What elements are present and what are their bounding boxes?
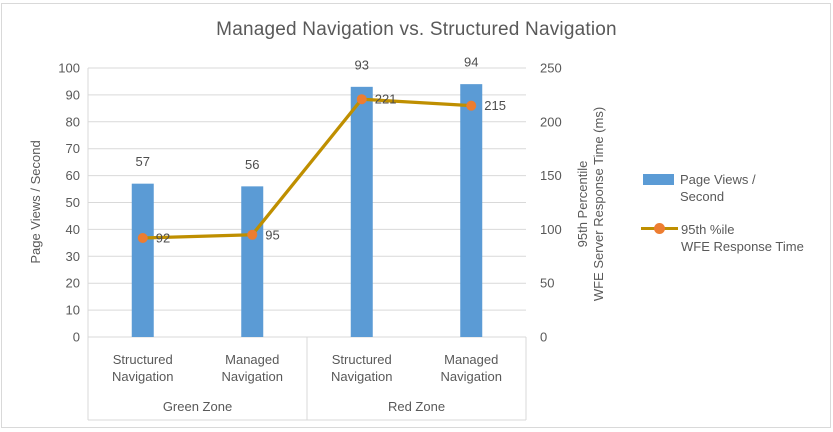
right-axis-tick-label: 250: [540, 61, 562, 76]
legend: Page Views / Second 95th %ile WFE Respon…: [641, 170, 826, 270]
line-value-label: 95: [265, 227, 279, 242]
line-series-swatch: [641, 220, 678, 237]
legend-label-line: Page Views /: [680, 172, 756, 187]
line-value-label: 92: [156, 231, 170, 246]
legend-item-page-views: Page Views / Second: [641, 170, 826, 205]
bar: [460, 84, 483, 337]
line-marker-icon: [247, 229, 258, 240]
legend-label-line: Second: [680, 189, 725, 204]
bar: [241, 186, 264, 337]
right-axis-tick-label: 100: [540, 222, 562, 237]
category-label: Structured: [113, 352, 173, 367]
category-label: Managed: [444, 352, 498, 367]
group-label: Red Zone: [388, 399, 445, 414]
category-label: Navigation: [441, 369, 502, 384]
category-label: Navigation: [112, 369, 173, 384]
legend-item-response-time: 95th %ile WFE Response Time: [641, 220, 826, 255]
line-value-label: 221: [375, 92, 397, 107]
category-label: Structured: [332, 352, 392, 367]
left-axis-tick-label: 20: [66, 276, 80, 291]
line-marker-icon: [466, 100, 477, 111]
bar-series-swatch: [643, 174, 674, 185]
bar-value-label: 93: [355, 57, 369, 72]
legend-label-response-time: 95th %ile WFE Response Time: [681, 220, 804, 255]
legend-label-line: 95th %ile: [681, 222, 735, 237]
left-axis-tick-label: 30: [66, 249, 80, 264]
bar-value-label: 57: [136, 154, 150, 169]
right-axis-tick-label: 150: [540, 168, 562, 183]
category-label: Navigation: [222, 369, 283, 384]
left-axis-tick-label: 10: [66, 303, 80, 318]
left-axis-tick-label: 40: [66, 222, 80, 237]
line-series: [142, 97, 472, 240]
category-label: Navigation: [331, 369, 392, 384]
legend-label-line: WFE Response Time: [681, 239, 804, 254]
left-axis-tick-label: 90: [66, 87, 80, 102]
bar-value-label: 56: [245, 157, 259, 172]
right-axis-tick-label: 0: [540, 330, 547, 345]
line-swatch-marker-icon: [654, 223, 665, 234]
line-marker-icon: [356, 94, 367, 105]
bar: [350, 86, 373, 337]
right-axis-tick-label: 200: [540, 114, 562, 129]
left-axis-tick-label: 0: [73, 330, 80, 345]
left-axis-tick-label: 60: [66, 168, 80, 183]
category-label: Managed: [225, 352, 279, 367]
left-axis-tick-label: 70: [66, 141, 80, 156]
left-axis-tick-label: 80: [66, 114, 80, 129]
line-marker-icon: [137, 233, 148, 244]
left-axis-tick-label: 50: [66, 195, 80, 210]
legend-label-page-views: Page Views / Second: [680, 170, 756, 205]
bar-value-label: 94: [464, 55, 478, 70]
bar: [131, 183, 154, 337]
group-label: Green Zone: [163, 399, 232, 414]
right-axis-tick-label: 50: [540, 276, 554, 291]
line-value-label: 215: [484, 98, 506, 113]
chart-title: Managed Navigation vs. Structured Naviga…: [216, 19, 617, 40]
left-axis-tick-label: 100: [58, 61, 80, 76]
